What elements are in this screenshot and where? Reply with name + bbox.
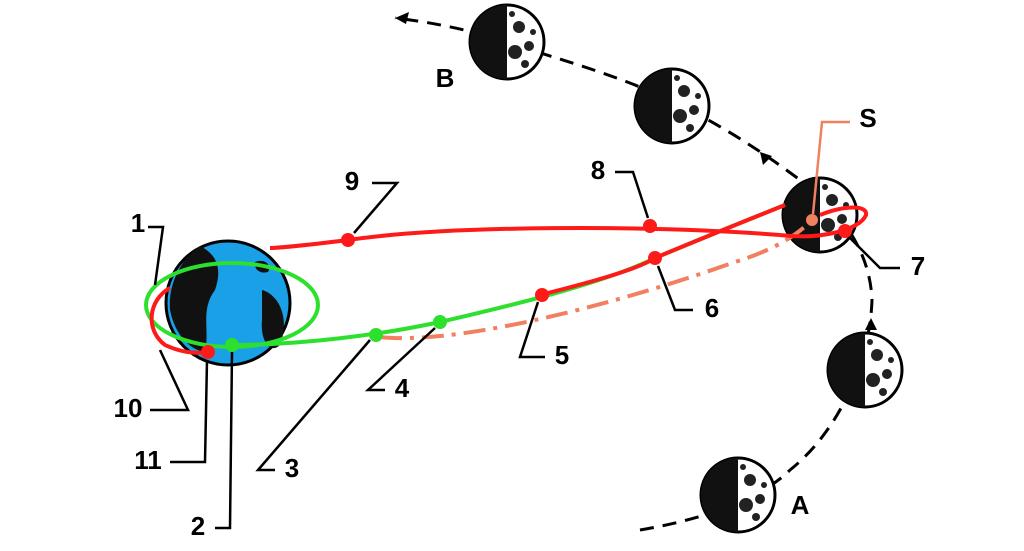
leader-line xyxy=(353,181,400,234)
moon xyxy=(633,67,711,145)
leader-line xyxy=(518,301,545,359)
moon xyxy=(826,331,904,409)
free-return-path xyxy=(379,218,814,341)
translunar-path-red xyxy=(539,203,786,297)
leader-line xyxy=(255,339,371,472)
leader-line xyxy=(148,225,165,286)
label: 9 xyxy=(345,166,359,196)
label: 5 xyxy=(555,340,569,370)
label: A xyxy=(791,490,810,520)
label: 4 xyxy=(395,373,410,403)
label: 6 xyxy=(705,293,719,323)
leader-line xyxy=(656,265,693,312)
label: 2 xyxy=(191,511,205,541)
label: 7 xyxy=(911,251,925,281)
lunar-orbit xyxy=(779,205,868,239)
point xyxy=(201,345,215,359)
point xyxy=(838,224,852,238)
point xyxy=(643,219,657,233)
point xyxy=(433,315,447,329)
label: 10 xyxy=(114,393,143,423)
moon-orbit xyxy=(394,16,874,532)
orbit-arrow xyxy=(865,318,877,330)
label: 1 xyxy=(131,208,145,238)
leader-line xyxy=(364,327,436,392)
leader-line xyxy=(811,120,850,215)
label: S xyxy=(859,103,876,133)
label: 8 xyxy=(591,155,605,185)
leader-line xyxy=(615,170,650,219)
reentry-path xyxy=(149,286,209,355)
point xyxy=(535,288,549,302)
leader-line xyxy=(849,237,900,270)
leader-line xyxy=(215,351,234,530)
orbit-arrow xyxy=(760,152,772,165)
return-path xyxy=(269,226,781,250)
point xyxy=(369,328,383,342)
label: 11 xyxy=(134,445,162,475)
leader-line xyxy=(170,359,209,464)
point xyxy=(648,251,662,265)
moon xyxy=(468,3,546,81)
point xyxy=(225,338,239,352)
leader-line xyxy=(150,349,190,412)
label: B xyxy=(436,63,455,93)
point xyxy=(806,214,818,226)
label: 3 xyxy=(285,453,299,483)
orbit-arrow xyxy=(395,12,409,24)
earth xyxy=(164,239,292,367)
point xyxy=(341,233,355,247)
moon xyxy=(699,456,777,534)
